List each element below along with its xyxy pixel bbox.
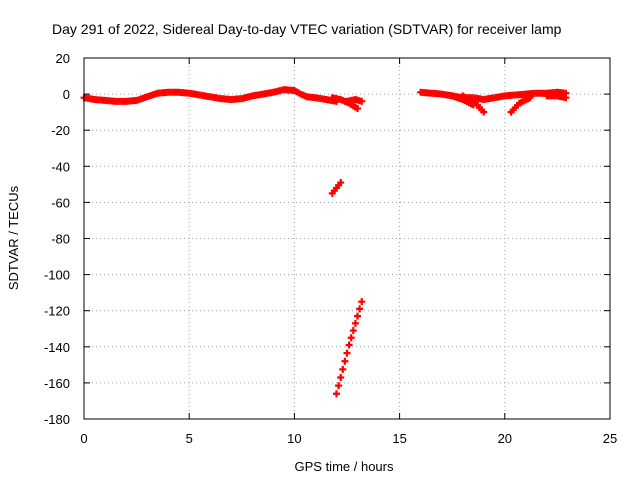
data-point bbox=[358, 298, 366, 306]
data-point bbox=[354, 312, 362, 320]
y-tick-label: -80 bbox=[51, 232, 70, 247]
y-tick-label: -120 bbox=[44, 304, 70, 319]
data-point bbox=[358, 97, 366, 105]
y-tick-label: 0 bbox=[63, 87, 70, 102]
series-steep-arc bbox=[332, 298, 366, 398]
x-axis-label: GPS time / hours bbox=[295, 459, 394, 474]
y-tick-label: -60 bbox=[51, 195, 70, 210]
data-point bbox=[562, 94, 570, 102]
series-tail-2 bbox=[343, 96, 366, 105]
data-series bbox=[80, 86, 570, 398]
x-tick-label: 25 bbox=[603, 431, 617, 446]
data-point bbox=[480, 108, 488, 116]
data-point bbox=[345, 341, 353, 349]
y-axis-label: SDTVAR / TECUs bbox=[6, 185, 21, 290]
data-point bbox=[347, 334, 355, 342]
y-tick-label: -100 bbox=[44, 268, 70, 283]
series-late-tail-3 bbox=[507, 94, 534, 116]
x-tick-label: 0 bbox=[80, 431, 87, 446]
data-point bbox=[332, 390, 340, 398]
data-point bbox=[337, 179, 345, 187]
x-tick-label: 20 bbox=[498, 431, 512, 446]
data-point bbox=[354, 105, 362, 113]
y-tick-label: -20 bbox=[51, 123, 70, 138]
x-tick-label: 5 bbox=[186, 431, 193, 446]
y-tick-label: 20 bbox=[56, 51, 70, 66]
y-tick-label: -180 bbox=[44, 412, 70, 427]
data-point bbox=[335, 382, 343, 390]
data-point bbox=[526, 94, 534, 102]
data-point bbox=[339, 365, 347, 373]
series-short-arc bbox=[328, 179, 345, 197]
series-late-tail-2 bbox=[459, 92, 488, 116]
y-tick-label: -140 bbox=[44, 340, 70, 355]
x-tick-label: 15 bbox=[392, 431, 406, 446]
series-tail-1 bbox=[328, 94, 362, 113]
data-point bbox=[349, 327, 357, 335]
data-point bbox=[343, 349, 351, 357]
data-point bbox=[337, 373, 345, 381]
data-point bbox=[341, 357, 349, 365]
data-point bbox=[351, 319, 359, 327]
y-tick-label: -160 bbox=[44, 376, 70, 391]
grid-lines bbox=[84, 58, 610, 419]
axis-ticks: 0 5 10 15 20 25 20 0 -20 -40 -60 -80 -100 -120 -140 -16… bbox=[44, 51, 617, 446]
y-tick-label: -40 bbox=[51, 159, 70, 174]
chart-title: Day 291 of 2022, Sidereal Day-to-day VTE… bbox=[52, 21, 562, 37]
data-point bbox=[356, 305, 364, 313]
x-tick-label: 10 bbox=[287, 431, 301, 446]
series-main-arc bbox=[80, 86, 340, 105]
series-late-tail-4 bbox=[543, 92, 570, 102]
